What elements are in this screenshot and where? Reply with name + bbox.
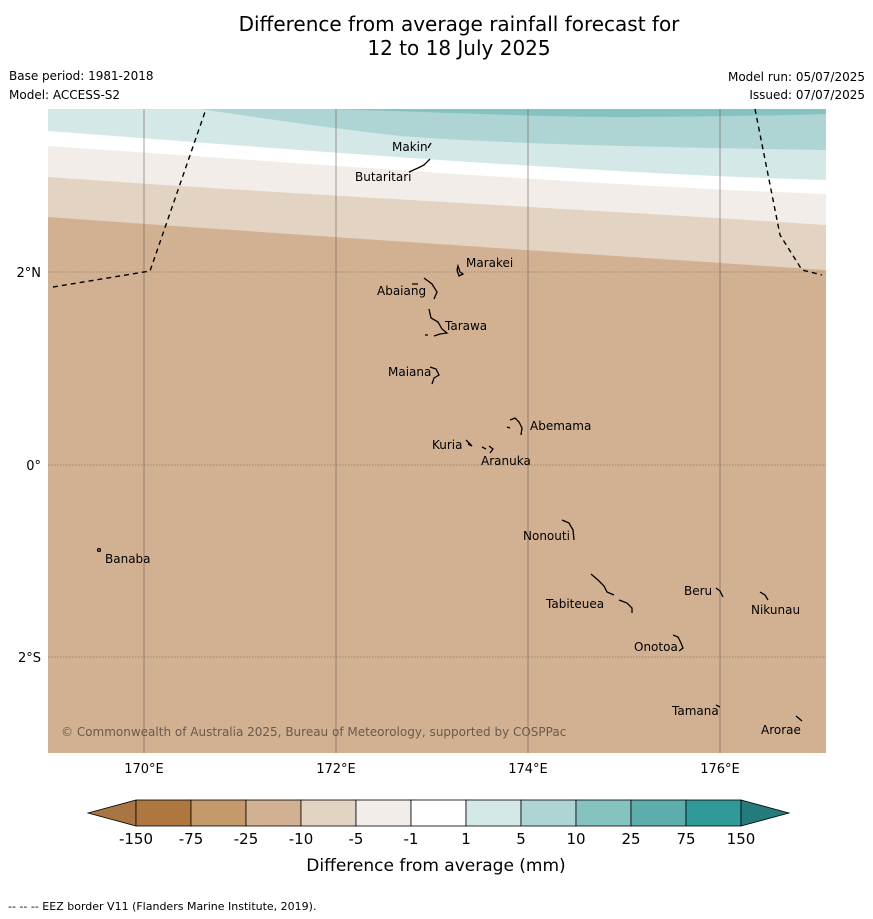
island-label-tabiteuea: Tabiteuea xyxy=(545,597,604,611)
colorbar-segment xyxy=(245,799,302,827)
title-line-1: Difference from average rainfall forecas… xyxy=(238,12,680,36)
rainfall-anomaly-field xyxy=(48,109,826,753)
colorbar-tick-label: 5 xyxy=(516,830,526,848)
lon-label-170e: 170°E xyxy=(124,762,164,777)
makin-outline xyxy=(427,142,432,149)
colorbar-segment xyxy=(465,799,522,827)
island-label-tarawa: Tarawa xyxy=(444,319,487,333)
colorbar-tick-label: -1 xyxy=(404,830,419,848)
island-outlines xyxy=(96,142,803,722)
colorbar-tick-label: -10 xyxy=(289,830,314,848)
abaiang-outline xyxy=(412,277,438,300)
colorbar-tick-label: -150 xyxy=(119,830,153,848)
marakei-outline xyxy=(456,263,465,277)
eez-footnote: -- -- -- EEZ border V11 (Flanders Marine… xyxy=(8,900,317,913)
colorbar-tick-label: -75 xyxy=(179,830,204,848)
issued-date: Issued: 07/07/2025 xyxy=(749,88,865,102)
model-name: Model: ACCESS-S2 xyxy=(9,88,121,102)
colorbar-segment xyxy=(520,799,577,827)
lat-label-2s: 2°S xyxy=(18,651,41,666)
island-label-aranuka: Aranuka xyxy=(481,454,531,468)
lon-label-172e: 172°E xyxy=(316,762,356,777)
copyright-notice: © Commonwealth of Australia 2025, Bureau… xyxy=(61,725,566,739)
tamana-outline xyxy=(715,704,721,708)
island-label-abaiang: Abaiang xyxy=(377,284,426,298)
eez-border xyxy=(52,109,823,288)
colorbar-legend: -150 -75 -25 -10 -5 -1 1 5 10 25 75 150 xyxy=(86,799,791,848)
colorbar-segment xyxy=(135,799,192,827)
title-line-2: 12 to 18 July 2025 xyxy=(367,36,551,60)
lat-label-2n: 2°N xyxy=(17,266,42,281)
island-label-kuria: Kuria xyxy=(432,438,463,452)
colorbar-tick-label: 150 xyxy=(727,830,756,848)
island-label-marakei: Marakei xyxy=(466,256,513,270)
nikunau-outline xyxy=(759,591,769,601)
base-period: Base period: 1981-2018 xyxy=(9,69,154,83)
island-label-nonouti: Nonouti xyxy=(523,529,570,543)
colorbar-tick-label: 25 xyxy=(621,830,640,848)
island-label-nikunau: Nikunau xyxy=(751,603,800,617)
axis-labels: 2°N 0° 2°S 170°E 172°E 174°E 176°E xyxy=(17,266,740,777)
band-10-25 xyxy=(330,109,826,117)
colorbar-segment xyxy=(355,799,412,827)
colorbar-segment xyxy=(575,799,632,827)
colorbar-tick-label: 10 xyxy=(566,830,585,848)
arorae-outline xyxy=(795,715,803,722)
model-run-date: Model run: 05/07/2025 xyxy=(727,70,865,84)
island-label-onotoa: Onotoa xyxy=(634,640,678,654)
colorbar-tick-label: -25 xyxy=(234,830,259,848)
island-labels: Makin Butaritari Marakei Abaiang Tarawa … xyxy=(105,140,801,737)
colorbar-segment xyxy=(685,799,742,827)
island-label-arorae: Arorae xyxy=(761,723,801,737)
abemama-outline xyxy=(506,417,523,436)
island-label-butaritari: Butaritari xyxy=(355,170,412,184)
island-label-abemama: Abemama xyxy=(530,419,591,433)
tarawa-outline xyxy=(425,308,449,337)
map-title: Difference from average rainfall forecas… xyxy=(0,12,873,60)
island-label-tamana: Tamana xyxy=(671,704,719,718)
island-label-beru: Beru xyxy=(684,584,712,598)
island-label-banaba: Banaba xyxy=(105,552,151,566)
colorbar-segment xyxy=(410,799,467,827)
nonouti-outline xyxy=(561,519,575,541)
lon-label-176e: 176°E xyxy=(700,762,740,777)
colorbar-extend-low xyxy=(86,799,137,827)
aranuka-outline xyxy=(481,445,494,454)
colorbar-tick-label: -5 xyxy=(349,830,364,848)
colorbar-tick-label: 75 xyxy=(676,830,695,848)
colorbar-segment xyxy=(300,799,357,827)
butaritari-outline xyxy=(408,158,431,173)
band-5-10 xyxy=(200,109,826,150)
banaba-outline xyxy=(96,547,102,553)
colorbar-extend-high xyxy=(740,799,791,827)
lon-label-174e: 174°E xyxy=(508,762,548,777)
island-label-maiana: Maiana xyxy=(388,365,431,379)
island-label-makin: Makin xyxy=(392,140,428,154)
colorbar-tick-label: 1 xyxy=(461,830,471,848)
legend-title: Difference from average (mm) xyxy=(306,856,565,876)
lat-label-0: 0° xyxy=(26,459,41,474)
kuria-outline xyxy=(465,439,473,447)
onotoa-outline xyxy=(672,634,684,652)
tabiteuea-outline xyxy=(590,573,633,613)
beru-outline xyxy=(715,587,724,598)
graticule xyxy=(48,109,826,753)
colorbar-segment xyxy=(630,799,687,827)
maiana-outline xyxy=(429,366,440,385)
colorbar-segment xyxy=(190,799,247,827)
